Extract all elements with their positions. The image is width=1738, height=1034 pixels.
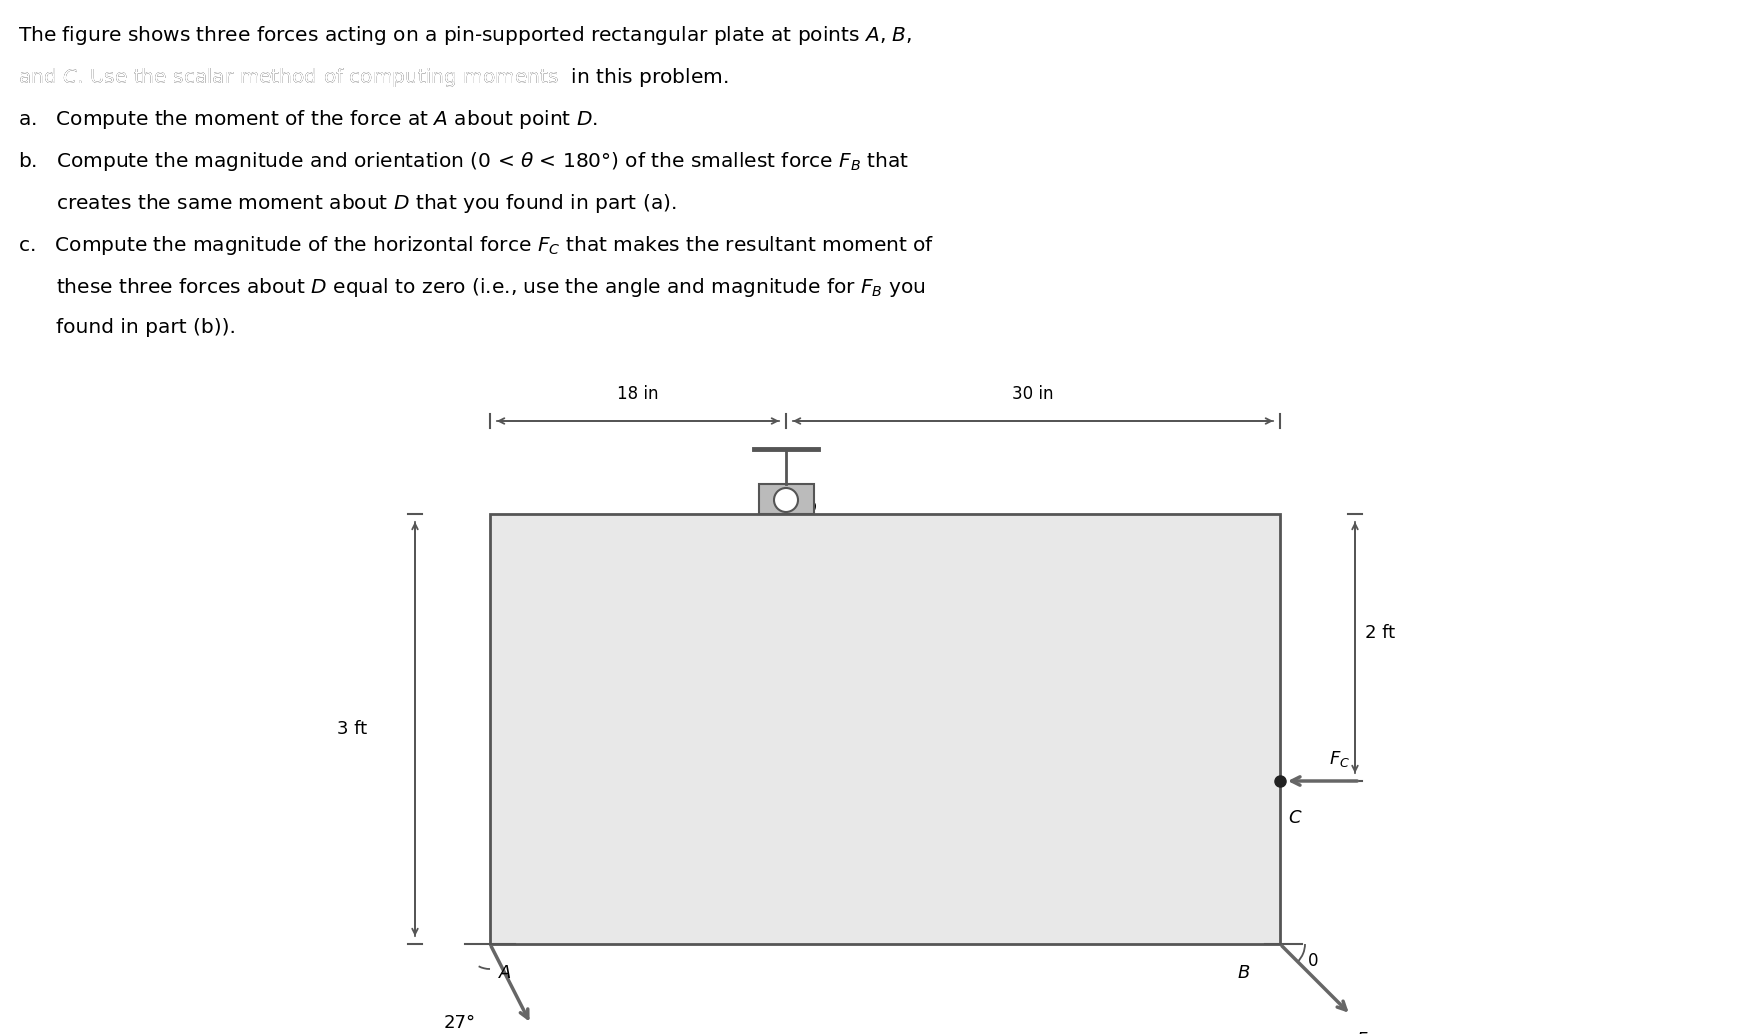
Text: found in part (b)).: found in part (b)). — [56, 318, 236, 337]
Text: creates the same moment about $D$ that you found in part (a).: creates the same moment about $D$ that y… — [56, 192, 676, 215]
Text: 27°: 27° — [443, 1014, 476, 1032]
Text: 30 in: 30 in — [1012, 385, 1053, 403]
Text: $A$: $A$ — [499, 964, 513, 982]
Text: these three forces about $D$ equal to zero (i.e., use the angle and magnitude fo: these three forces about $D$ equal to ze… — [56, 276, 926, 299]
Text: $B$: $B$ — [1237, 964, 1250, 982]
Text: $F_B$: $F_B$ — [1356, 1030, 1376, 1034]
Bar — [760, 484, 813, 514]
Text: and $C$. Use the scalar method of computing moments  in this problem.: and $C$. Use the scalar method of comput… — [17, 66, 728, 89]
Text: 2 ft: 2 ft — [1364, 624, 1396, 642]
Text: c.   Compute the magnitude of the horizontal force $F_C$ that makes the resultan: c. Compute the magnitude of the horizont… — [17, 234, 935, 257]
Text: The figure shows three forces acting on a pin-supported rectangular plate at poi: The figure shows three forces acting on … — [17, 24, 912, 47]
Text: $D$: $D$ — [801, 500, 817, 518]
Text: 0: 0 — [1309, 952, 1319, 970]
Text: 18 in: 18 in — [617, 385, 659, 403]
Text: and $C$. Use the scalar method of computing moments: and $C$. Use the scalar method of comput… — [17, 66, 560, 89]
Text: a.   Compute the moment of the force at $A$ about point $D$.: a. Compute the moment of the force at $A… — [17, 108, 598, 131]
Circle shape — [773, 488, 798, 512]
Text: b.   Compute the magnitude and orientation (0 < $\theta$ < 180°) of the smallest: b. Compute the magnitude and orientation… — [17, 150, 909, 173]
Bar — [490, 514, 1279, 944]
Text: $C$: $C$ — [1288, 809, 1302, 827]
Text: 3 ft: 3 ft — [337, 720, 367, 738]
Text: $F_C$: $F_C$ — [1330, 749, 1350, 769]
